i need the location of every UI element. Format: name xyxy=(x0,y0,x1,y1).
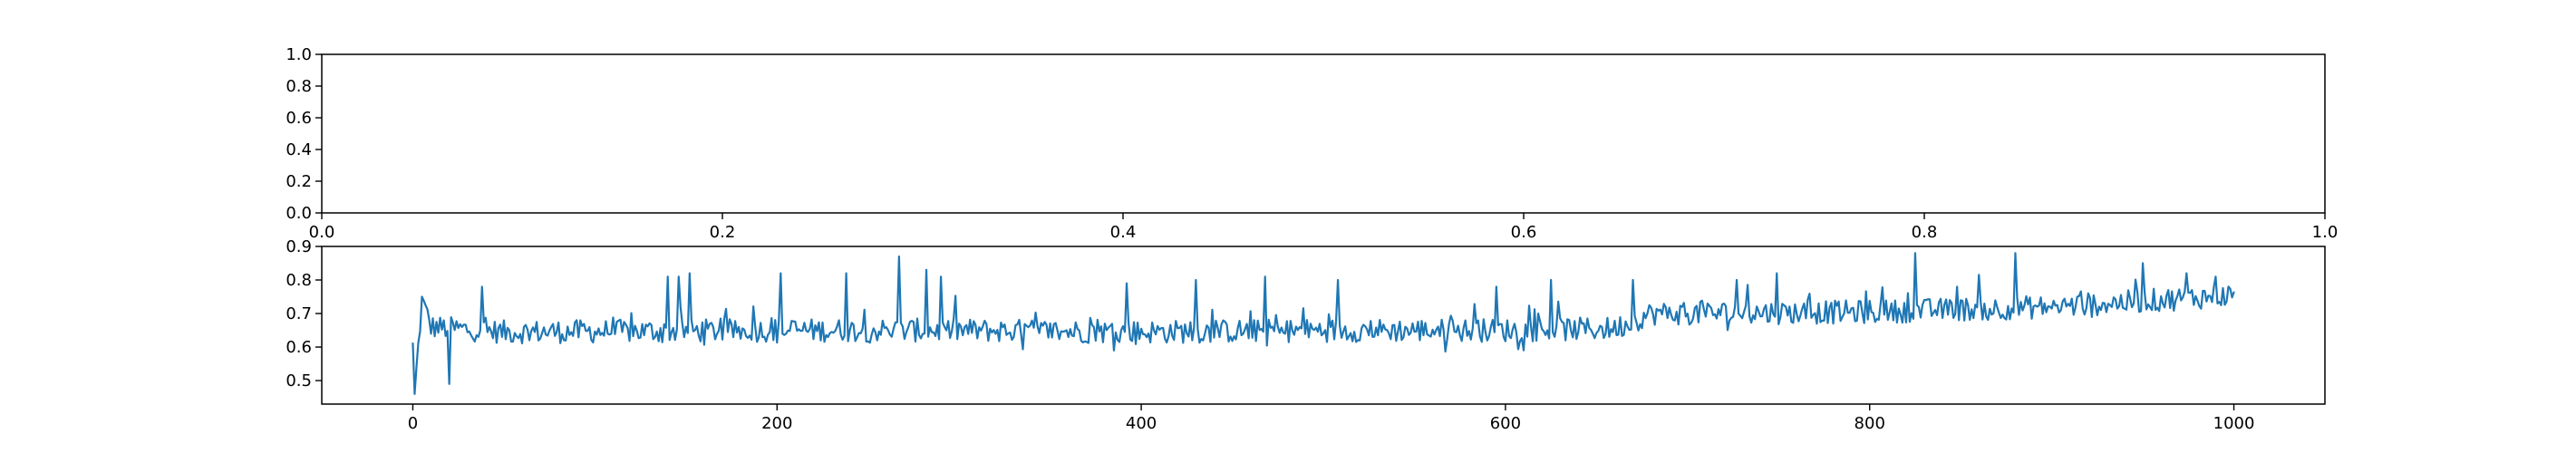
axes-bottom-y-tick-label: 0.7 xyxy=(286,304,312,323)
axes-top-x-ticks: 0.0 0.2 0.4 0.6 0.8 1.0 xyxy=(309,213,2339,242)
axes-bottom-x-tick-label: 400 xyxy=(1126,414,1157,433)
axes-bottom-x-tick-label: 600 xyxy=(1490,414,1521,433)
axes-top: 0.0 0.2 0.4 0.6 0.8 1.0 0.0 0.2 0.4 0.6 0.8 1.0 xyxy=(286,45,2338,242)
axes-bottom-x-ticks: 0 200 400 600 800 1000 xyxy=(408,404,2255,433)
axes-top-x-tick-label: 0.2 xyxy=(710,223,736,242)
axes-top-x-tick-label: 0.4 xyxy=(1110,223,1137,242)
axes-top-y-tick-label: 1.0 xyxy=(286,45,312,64)
axes-bottom-y-tick-label: 0.5 xyxy=(286,371,312,390)
axes-top-y-tick-label: 0.8 xyxy=(286,77,312,96)
axes-bottom: 0.5 0.6 0.7 0.8 0.9 0 200 400 600 800 1000 xyxy=(286,237,2326,433)
series-line xyxy=(412,252,2235,395)
axes-bottom-x-tick-label: 200 xyxy=(761,414,792,433)
axes-top-x-tick-label: 0.8 xyxy=(1912,223,1938,242)
axes-top-y-tick-label: 0.2 xyxy=(286,172,312,191)
axes-bottom-x-tick-label: 1000 xyxy=(2213,414,2255,433)
axes-top-y-ticks: 0.0 0.2 0.4 0.6 0.8 1.0 xyxy=(286,45,322,223)
axes-top-frame xyxy=(321,53,2326,214)
axes-bottom-x-tick-label: 0 xyxy=(408,414,418,433)
axes-top-y-tick-label: 0.6 xyxy=(286,109,312,128)
axes-top-x-tick-label: 0.6 xyxy=(1511,223,1537,242)
axes-bottom-frame xyxy=(321,246,2326,405)
axes-top-y-tick-label: 0.4 xyxy=(286,140,312,159)
axes-bottom-x-tick-label: 800 xyxy=(1855,414,1885,433)
axes-bottom-series xyxy=(412,252,2235,395)
axes-top-x-tick-label: 0.0 xyxy=(309,223,335,242)
axes-bottom-y-tick-label: 0.6 xyxy=(286,338,312,357)
axes-bottom-y-ticks: 0.5 0.6 0.7 0.8 0.9 xyxy=(286,237,322,390)
axes-top-x-tick-label: 1.0 xyxy=(2312,223,2339,242)
axes-bottom-y-tick-label: 0.8 xyxy=(286,271,312,290)
axes-top-y-tick-label: 0.0 xyxy=(286,204,312,223)
axes-bottom-y-tick-label: 0.9 xyxy=(286,237,312,256)
